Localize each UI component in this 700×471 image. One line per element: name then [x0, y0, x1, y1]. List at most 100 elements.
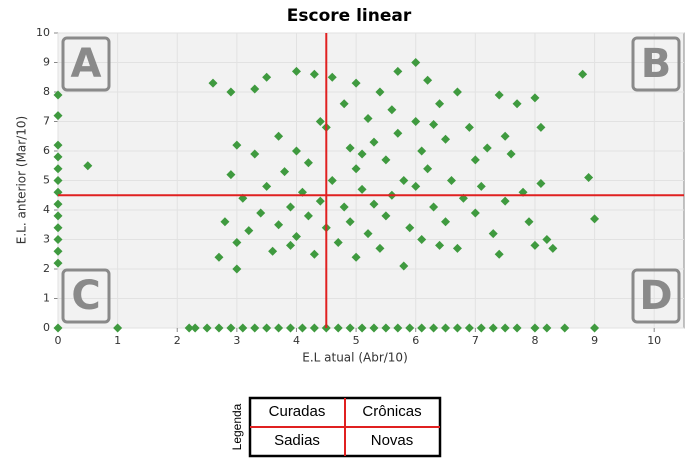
x-axis-label: E.L atual (Abr/10) — [302, 351, 408, 365]
point — [381, 155, 391, 165]
point — [357, 149, 367, 159]
point — [351, 78, 361, 88]
y-axis-label: E.L. anterior (Mar/10) — [15, 116, 29, 244]
point — [309, 323, 319, 333]
point — [303, 158, 313, 168]
point — [315, 117, 325, 126]
point — [214, 323, 224, 333]
point — [536, 178, 546, 188]
point — [357, 323, 367, 333]
x-tick-label: 1 — [114, 334, 121, 347]
point — [452, 87, 462, 97]
point — [375, 87, 385, 97]
point — [202, 323, 212, 333]
point — [375, 243, 385, 253]
point — [494, 249, 504, 259]
point — [226, 170, 236, 180]
point — [494, 90, 504, 100]
quadrant-label: C — [71, 273, 100, 319]
point — [268, 246, 278, 256]
point — [530, 93, 540, 103]
point — [280, 167, 290, 177]
point — [476, 181, 486, 191]
point — [53, 199, 63, 209]
point — [470, 155, 480, 165]
point — [488, 229, 498, 239]
point — [369, 137, 379, 147]
point — [274, 220, 284, 230]
point — [53, 235, 63, 244]
x-tick-label: 3 — [233, 334, 240, 347]
point — [405, 223, 415, 233]
point — [441, 134, 451, 144]
point — [53, 323, 63, 333]
point — [286, 323, 296, 333]
point — [53, 246, 63, 256]
point — [53, 164, 63, 174]
point — [226, 87, 236, 97]
point — [464, 122, 474, 132]
point — [482, 143, 492, 153]
point — [530, 323, 540, 333]
legend-cell: Crônicas — [362, 403, 421, 420]
point — [244, 226, 254, 236]
point — [369, 323, 379, 333]
legend-cell: Novas — [371, 432, 414, 449]
x-tick-label: 6 — [412, 334, 419, 347]
y-tick-label: 6 — [43, 144, 50, 157]
point — [351, 164, 361, 174]
point — [291, 146, 301, 156]
point — [506, 149, 516, 159]
point — [333, 323, 343, 333]
y-tick-label: 1 — [43, 292, 50, 305]
point — [232, 140, 242, 150]
point — [393, 128, 403, 138]
point — [286, 202, 296, 212]
point — [446, 176, 456, 185]
point — [250, 323, 260, 333]
x-tick-label: 2 — [174, 334, 181, 347]
point — [113, 323, 123, 333]
y-tick-label: 7 — [43, 115, 50, 128]
point — [250, 84, 260, 94]
point — [53, 258, 63, 268]
point — [393, 323, 403, 333]
point — [417, 235, 427, 244]
point — [291, 232, 301, 242]
y-tick-label: 0 — [43, 321, 50, 334]
point — [512, 99, 522, 109]
point — [363, 114, 373, 124]
point — [381, 211, 391, 221]
point — [590, 323, 600, 333]
point — [286, 240, 296, 250]
point — [345, 143, 355, 153]
point — [464, 323, 474, 333]
point — [262, 181, 272, 191]
quadrant-label: A — [71, 41, 102, 87]
y-tick-label: 10 — [36, 26, 50, 39]
quadrant-label: D — [639, 273, 672, 319]
point — [53, 140, 63, 150]
point — [536, 122, 546, 132]
point — [315, 196, 325, 206]
point — [452, 323, 462, 333]
point — [256, 208, 266, 218]
point — [512, 323, 522, 333]
x-tick-label: 5 — [353, 334, 360, 347]
point — [262, 72, 272, 82]
point — [411, 58, 421, 67]
point — [411, 181, 421, 191]
x-tick-label: 4 — [293, 334, 300, 347]
point — [363, 229, 373, 239]
point — [339, 99, 349, 109]
point — [53, 111, 63, 121]
point — [53, 90, 63, 100]
point — [184, 323, 194, 333]
x-tick-label: 10 — [647, 334, 661, 347]
y-tick-label: 8 — [43, 85, 50, 98]
point — [214, 252, 224, 262]
point — [226, 323, 236, 333]
y-tick-label: 2 — [43, 262, 50, 275]
point — [208, 78, 218, 88]
y-tick-label: 9 — [43, 56, 50, 69]
